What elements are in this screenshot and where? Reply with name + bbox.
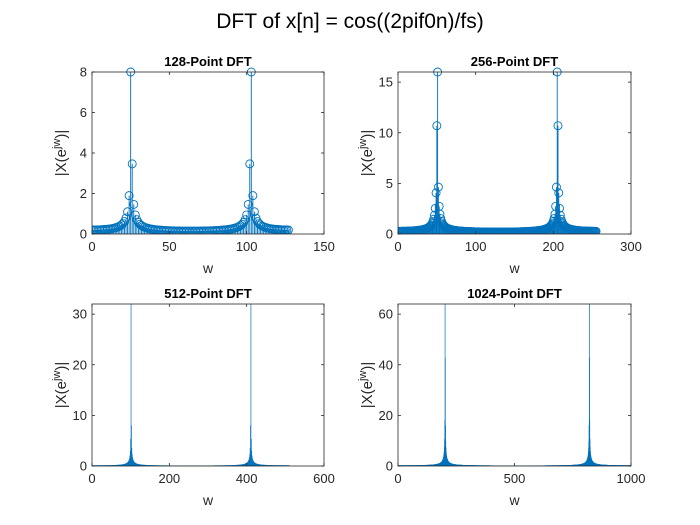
x-axis-label: w — [508, 260, 520, 276]
stem-marker — [249, 207, 259, 217]
stem-marker — [433, 182, 443, 192]
x-tick-label: 300 — [620, 239, 642, 254]
x-tick-label: 0 — [394, 239, 401, 254]
y-tick-label: 8 — [80, 65, 87, 80]
y-tick-label: 0 — [386, 227, 393, 242]
x-tick-label: 100 — [465, 239, 487, 254]
subplot-title: 1024-Point DFT — [467, 286, 562, 301]
y-tick-label: 15 — [379, 75, 393, 90]
x-axis-label: w — [202, 260, 214, 276]
y-tick-label: 2 — [80, 186, 87, 201]
y-tick-label: 30 — [73, 307, 87, 322]
x-tick-label: 0 — [88, 239, 95, 254]
axes-box — [91, 303, 325, 467]
x-tick-label: 400 — [236, 471, 258, 486]
stem-marker — [435, 209, 445, 219]
stem-marker — [118, 219, 128, 229]
axes-background — [92, 304, 324, 466]
stem-marker — [245, 159, 255, 169]
x-tick-label: 100 — [236, 239, 258, 254]
stem-marker — [554, 188, 564, 198]
y-tick-label: 6 — [80, 105, 87, 120]
stem-marker — [248, 191, 258, 201]
x-tick-label: 0 — [394, 471, 401, 486]
y-tick-label: 10 — [379, 125, 393, 140]
stem-marker — [555, 203, 564, 213]
x-tick-label: 0 — [88, 471, 95, 486]
y-axis-label: |X(ejw)| — [51, 130, 70, 177]
x-tick-label: 600 — [313, 471, 335, 486]
axes-background — [398, 72, 631, 234]
y-tick-label: 10 — [73, 408, 87, 423]
y-tick-label: 0 — [80, 227, 87, 242]
x-axis-label: w — [202, 492, 214, 508]
y-tick-label: 4 — [80, 146, 87, 161]
stem-marker — [239, 218, 249, 227]
figure-title: DFT of x[n] = cos((2pif0n)/fs) — [216, 10, 484, 33]
subplot-1: 0 50 100 150 0 2 4 6 8 128-Point DFT w |X(ejw)| — [51, 54, 335, 276]
stem-marker — [121, 213, 131, 223]
axes-background — [92, 72, 324, 234]
stem-marker — [591, 226, 601, 234]
stem-marker — [127, 159, 137, 169]
subplot-2: 0 100 200 300 0 5 10 15 256-Point DFT w |X(ejw)| — [357, 54, 642, 276]
y-tick-label: 60 — [379, 307, 393, 322]
stem-marker — [240, 215, 250, 225]
x-axis-label: w — [508, 492, 520, 508]
x-tick-label: 200 — [542, 239, 564, 254]
stem-marker — [236, 221, 245, 231]
y-tick-label: 40 — [379, 357, 393, 372]
stem-marker — [242, 210, 252, 220]
y-tick-label: 5 — [386, 176, 393, 191]
stem-marker — [132, 215, 142, 225]
stem-marker — [124, 191, 134, 201]
x-tick-label: 50 — [162, 239, 176, 254]
subplot-4: 0 500 1000 0 20 40 60 1024-Point DFT w |X(ejw)| — [357, 286, 645, 508]
subplot-title: 512-Point DFT — [164, 286, 251, 301]
x-tick-label: 1000 — [617, 471, 646, 486]
subplot-title: 128-Point DFT — [164, 54, 251, 69]
subplot-3: 0 200 400 600 0 10 20 30 512-Point DFT w |X(ejw)| — [51, 286, 335, 508]
stem-marker — [431, 188, 441, 198]
stem-series — [92, 67, 293, 234]
y-tick-label: 20 — [73, 357, 87, 372]
stem-marker — [129, 199, 139, 209]
y-axis-label: |X(ejw)| — [357, 130, 376, 177]
stem-marker — [243, 199, 253, 209]
stem-marker — [553, 121, 563, 131]
x-tick-label: 500 — [504, 471, 526, 486]
y-tick-label: 20 — [379, 408, 393, 423]
x-tick-label: 200 — [158, 471, 180, 486]
x-tick-label: 150 — [313, 239, 335, 254]
stem-marker — [130, 210, 140, 220]
axes-background — [398, 304, 631, 466]
y-axis-label: |X(ejw)| — [51, 362, 70, 409]
y-tick-label: 0 — [386, 459, 393, 474]
stem-marker — [123, 207, 133, 217]
y-axis-label: |X(ejw)| — [357, 362, 376, 409]
stem-marker — [555, 210, 565, 220]
stem-marker — [432, 121, 442, 131]
subplot-title: 256-Point DFT — [471, 54, 558, 69]
stem-marker — [237, 219, 247, 229]
y-tick-label: 0 — [80, 459, 87, 474]
axes-box — [397, 71, 632, 235]
stem-marker — [551, 182, 561, 192]
stem-marker — [115, 221, 125, 231]
